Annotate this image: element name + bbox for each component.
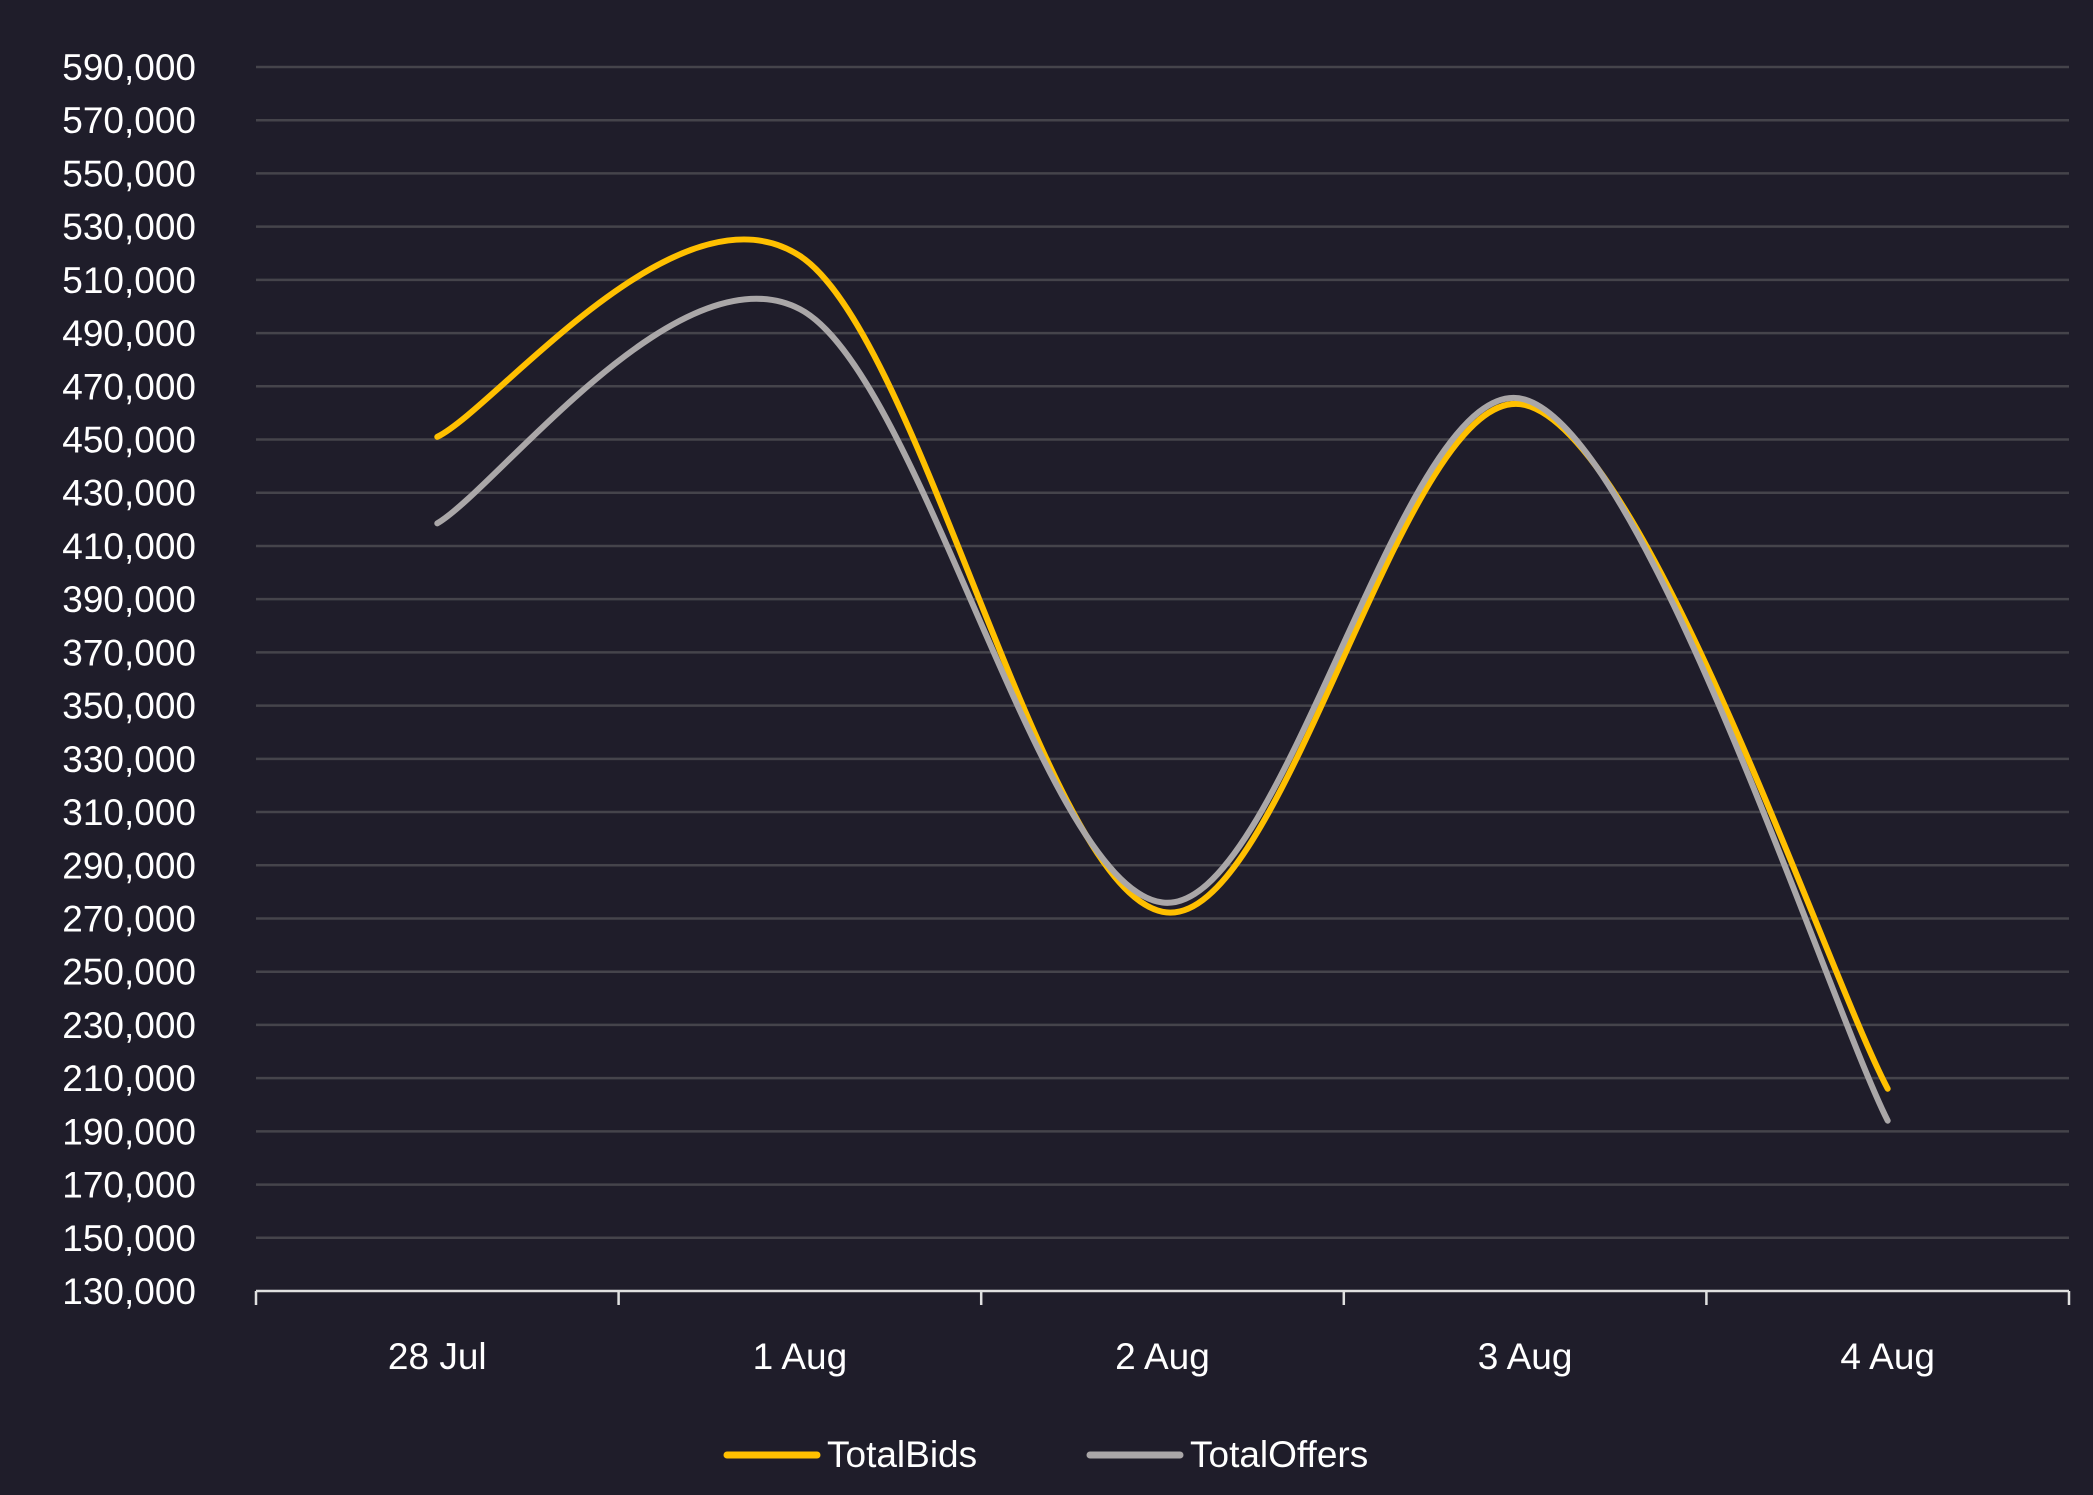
x-tick-label: 4 Aug bbox=[1840, 1336, 1935, 1377]
y-tick-label: 210,000 bbox=[62, 1058, 196, 1099]
y-tick-label: 350,000 bbox=[62, 686, 196, 727]
y-tick-label: 130,000 bbox=[62, 1271, 196, 1312]
y-tick-label: 250,000 bbox=[62, 952, 196, 993]
y-tick-label: 590,000 bbox=[62, 47, 196, 88]
y-tick-label: 410,000 bbox=[62, 526, 196, 567]
gridlines bbox=[256, 65, 2069, 1240]
y-tick-label: 150,000 bbox=[62, 1218, 196, 1259]
legend-label: TotalOffers bbox=[1190, 1434, 1368, 1475]
series-line-totaloffers bbox=[434, 295, 1891, 1124]
y-axis-ticks: 130,000 150,000 170,000 190,000 210,000 230,0… bbox=[62, 47, 196, 1312]
y-tick-label: 310,000 bbox=[62, 792, 196, 833]
y-tick-label: 490,000 bbox=[62, 313, 196, 354]
y-tick-label: 570,000 bbox=[62, 100, 196, 141]
legend-label: TotalBids bbox=[827, 1434, 977, 1475]
x-axis: 28 Jul 1 Aug 2 Aug 3 Aug 4 Aug bbox=[254, 1289, 2071, 1377]
y-tick-label: 450,000 bbox=[62, 420, 196, 461]
y-tick-label: 290,000 bbox=[62, 845, 196, 886]
y-tick-label: 470,000 bbox=[62, 366, 196, 407]
y-tick-label: 270,000 bbox=[62, 898, 196, 939]
y-tick-label: 530,000 bbox=[62, 207, 196, 248]
x-tick-label: 28 Jul bbox=[388, 1336, 487, 1377]
series-line-totalbids bbox=[434, 236, 1891, 1092]
y-tick-label: 190,000 bbox=[62, 1111, 196, 1152]
y-tick-label: 230,000 bbox=[62, 1005, 196, 1046]
y-tick-label: 550,000 bbox=[62, 153, 196, 194]
y-tick-label: 390,000 bbox=[62, 579, 196, 620]
y-tick-label: 370,000 bbox=[62, 632, 196, 673]
legend: TotalBids TotalOffers bbox=[723, 1434, 1368, 1475]
y-tick-label: 330,000 bbox=[62, 739, 196, 780]
x-tick-label: 2 Aug bbox=[1115, 1336, 1210, 1377]
series-lines bbox=[434, 236, 1891, 1124]
x-tick-label: 3 Aug bbox=[1478, 1336, 1573, 1377]
y-tick-label: 170,000 bbox=[62, 1165, 196, 1206]
x-tick-label: 1 Aug bbox=[753, 1336, 848, 1377]
y-tick-label: 430,000 bbox=[62, 473, 196, 514]
y-tick-label: 510,000 bbox=[62, 260, 196, 301]
